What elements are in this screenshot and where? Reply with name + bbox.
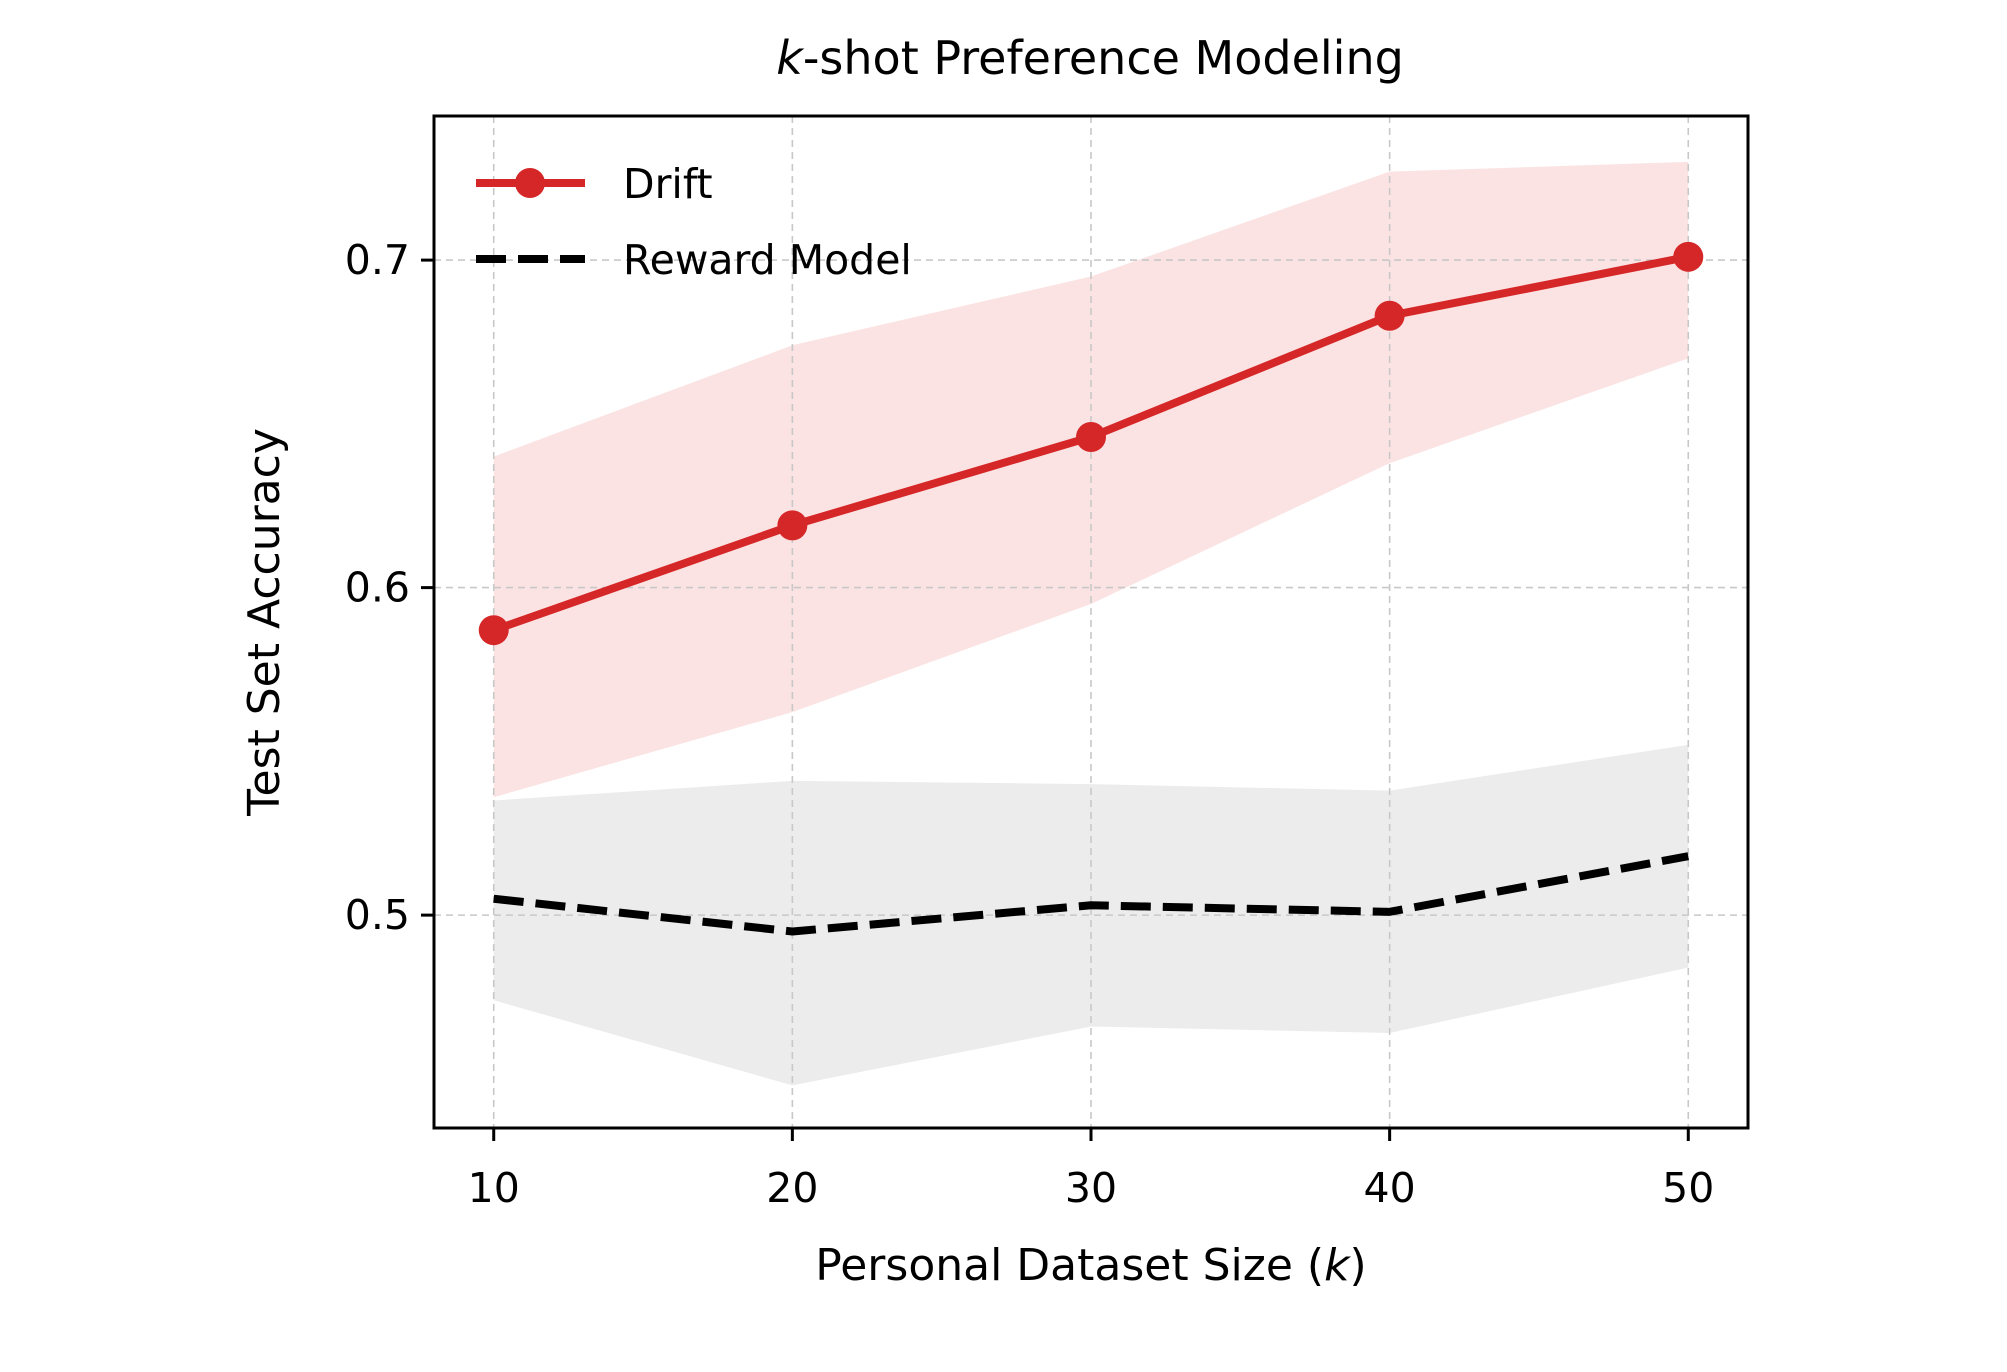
legend-drift-label: Drift xyxy=(623,160,713,208)
y-axis-label: Test Set Accuracy xyxy=(239,428,290,817)
x-axis-ticks: 10 20 30 40 50 xyxy=(468,1128,1714,1212)
legend: Drift Reward Model xyxy=(476,160,912,284)
x-tick-label: 30 xyxy=(1065,1164,1117,1212)
data-point xyxy=(1076,421,1106,452)
x-tick-label: 40 xyxy=(1364,1164,1416,1212)
series-line-reward-model xyxy=(493,852,1690,936)
legend-reward-model-label: Reward Model xyxy=(623,236,912,284)
series-markers xyxy=(478,241,1704,646)
data-point xyxy=(1673,241,1704,272)
y-tick-label: 0.7 xyxy=(345,236,410,284)
y-tick-label: 0.5 xyxy=(345,891,410,939)
chart-title: k-shot Preference Modeling xyxy=(776,31,1404,85)
legend-drift-marker xyxy=(515,168,545,198)
data-point xyxy=(1374,300,1405,331)
x-tick-label: 10 xyxy=(468,1164,520,1212)
x-axis-label: Personal Dataset Size (k) xyxy=(815,1240,1366,1291)
x-tick-label: 20 xyxy=(766,1164,818,1212)
data-point xyxy=(777,510,808,541)
y-tick-label: 0.6 xyxy=(345,564,410,612)
data-point xyxy=(478,615,509,646)
y-axis-ticks: 0.5 0.6 0.7 xyxy=(345,236,434,939)
x-tick-label: 50 xyxy=(1662,1164,1714,1212)
